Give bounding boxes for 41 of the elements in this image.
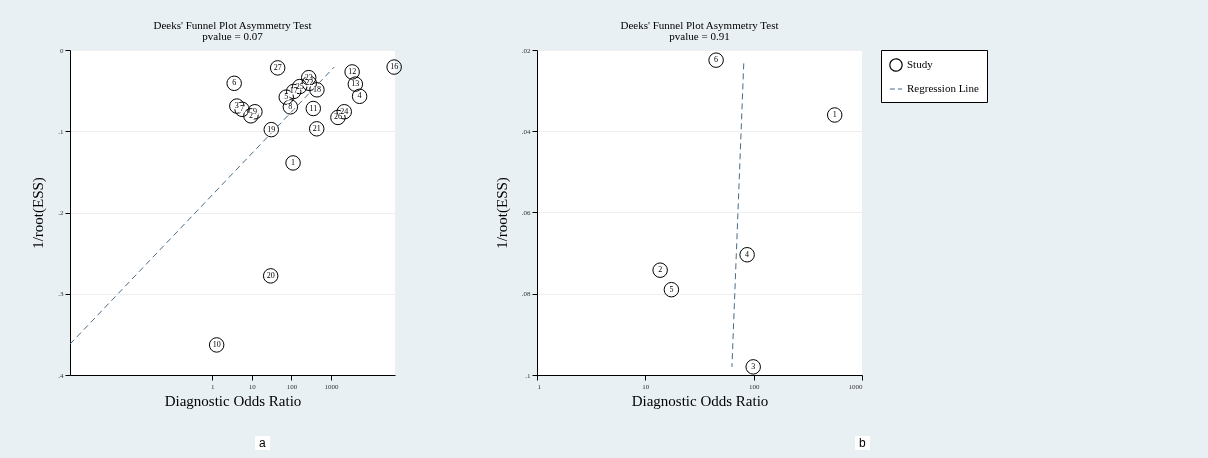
annotation: 1 (291, 157, 296, 167)
annotation: 6 (714, 55, 719, 65)
legend-label: Regression Line (907, 82, 979, 94)
annotation: 26 (333, 112, 342, 122)
annotation: 9 (252, 106, 257, 116)
annotation: 3 (234, 101, 239, 111)
chart-title: Deeks' Funnel Plot Asymmetry Test (620, 19, 779, 31)
annotation: 10 (212, 339, 221, 349)
annotation: 5 (284, 92, 289, 102)
annotation: 2 (248, 110, 253, 120)
annotation: 2 (658, 265, 663, 275)
y-axis-title: 1/root(ESS) (30, 177, 48, 249)
annotation: 3 (751, 361, 756, 371)
annotation: 21 (312, 123, 321, 133)
text: b (855, 436, 870, 450)
annotation: 6 (232, 78, 237, 88)
annotation: 8 (288, 101, 293, 111)
chart-title: Deeks' Funnel Plot Asymmetry Test (153, 19, 312, 31)
annotation: 4 (357, 91, 362, 101)
annotation: 18 (312, 84, 321, 94)
y-axis-title: 1/root(ESS) (493, 177, 511, 249)
annotation: 24 (340, 106, 349, 116)
annotation: 13 (351, 79, 360, 89)
chart-subtitle: pvalue = 0.91 (669, 30, 730, 42)
annotation: 7 (240, 104, 245, 114)
annotation: 20 (266, 270, 275, 280)
annotation: 5 (669, 284, 674, 294)
x-axis-title: Diagnostic Odds Ratio (164, 392, 302, 409)
annotation: 19 (267, 124, 276, 134)
annotation: 11 (309, 103, 318, 113)
annotation: 12 (348, 66, 357, 76)
annotation: 27 (273, 62, 282, 72)
x-axis-title: Diagnostic Odds Ratio (631, 392, 769, 409)
chart-subtitle: pvalue = 0.07 (202, 30, 264, 42)
annotation: 1 (832, 110, 837, 119)
annotation: 16 (390, 62, 399, 72)
annotation: 22 (305, 78, 314, 88)
legend-label: Study (907, 58, 934, 70)
annotation: 17 (289, 86, 298, 96)
annotation: 4 (745, 249, 750, 259)
text: a (255, 436, 270, 450)
